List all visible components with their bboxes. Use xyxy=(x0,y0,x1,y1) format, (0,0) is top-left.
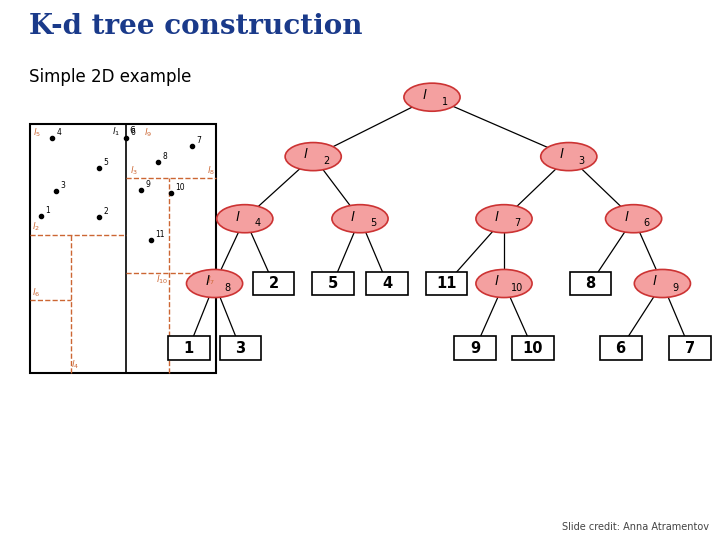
Ellipse shape xyxy=(476,269,532,298)
Text: 7: 7 xyxy=(197,136,202,145)
Text: 8: 8 xyxy=(225,283,230,293)
Text: 5: 5 xyxy=(104,158,109,167)
Ellipse shape xyxy=(285,143,341,171)
Text: $\it{l}$: $\it{l}$ xyxy=(494,274,500,288)
Text: 6: 6 xyxy=(644,218,649,228)
Text: K-d tree construction: K-d tree construction xyxy=(29,14,362,40)
Text: $l_2$: $l_2$ xyxy=(32,221,40,233)
Text: 3: 3 xyxy=(579,156,585,166)
Text: $l_{10}$: $l_{10}$ xyxy=(156,274,168,286)
Text: $\it{l}$: $\it{l}$ xyxy=(559,147,564,161)
Text: 5: 5 xyxy=(328,276,338,291)
Ellipse shape xyxy=(606,205,662,233)
Text: 10: 10 xyxy=(510,283,523,293)
Text: $l_9$: $l_9$ xyxy=(144,126,152,139)
Text: 9: 9 xyxy=(672,283,678,293)
FancyBboxPatch shape xyxy=(168,336,210,360)
Ellipse shape xyxy=(541,143,597,171)
Text: 6: 6 xyxy=(130,127,135,137)
Text: $\it{l}$: $\it{l}$ xyxy=(494,210,500,224)
FancyBboxPatch shape xyxy=(426,272,467,295)
Text: 9: 9 xyxy=(145,180,150,189)
Text: 4: 4 xyxy=(382,276,392,291)
FancyBboxPatch shape xyxy=(366,272,408,295)
FancyBboxPatch shape xyxy=(512,336,554,360)
Text: $\it{l}$: $\it{l}$ xyxy=(422,88,428,102)
Text: 11: 11 xyxy=(436,276,456,291)
FancyBboxPatch shape xyxy=(312,272,354,295)
Ellipse shape xyxy=(634,269,690,298)
Text: $\it{l}$: $\it{l}$ xyxy=(235,210,240,224)
Text: Simple 2D example: Simple 2D example xyxy=(29,68,192,85)
Text: 8: 8 xyxy=(163,152,168,161)
FancyBboxPatch shape xyxy=(570,272,611,295)
Text: 4: 4 xyxy=(56,127,61,137)
Text: 2: 2 xyxy=(104,207,109,216)
Text: $\it{l}$: $\it{l}$ xyxy=(204,274,210,288)
Text: 11: 11 xyxy=(156,230,165,239)
Text: $\it{l}$: $\it{l}$ xyxy=(350,210,356,224)
FancyBboxPatch shape xyxy=(253,272,294,295)
Text: 1: 1 xyxy=(442,97,448,106)
Ellipse shape xyxy=(186,269,243,298)
Text: $l_4$: $l_4$ xyxy=(71,359,79,371)
Text: 5: 5 xyxy=(370,218,376,228)
Text: $l_7$: $l_7$ xyxy=(207,274,215,287)
Ellipse shape xyxy=(476,205,532,233)
Text: 6: 6 xyxy=(616,341,626,356)
Text: 6: 6 xyxy=(129,126,135,136)
FancyBboxPatch shape xyxy=(454,336,496,360)
Ellipse shape xyxy=(332,205,388,233)
Ellipse shape xyxy=(404,83,460,111)
Text: 9: 9 xyxy=(470,341,480,356)
Text: 3: 3 xyxy=(235,341,246,356)
Text: $l_5$: $l_5$ xyxy=(33,126,41,139)
Text: 4: 4 xyxy=(255,218,261,228)
Text: 7: 7 xyxy=(514,218,520,228)
Text: $\it{l}$: $\it{l}$ xyxy=(652,274,658,288)
Text: $\it{l}$: $\it{l}$ xyxy=(624,210,629,224)
FancyBboxPatch shape xyxy=(669,336,711,360)
Text: 3: 3 xyxy=(60,180,66,190)
FancyBboxPatch shape xyxy=(220,336,261,360)
Text: 1: 1 xyxy=(45,206,50,215)
Text: 2: 2 xyxy=(323,156,329,166)
Text: $l_1$: $l_1$ xyxy=(112,125,120,138)
Text: Slide credit: Anna Atramentov: Slide credit: Anna Atramentov xyxy=(562,522,709,532)
Text: 10: 10 xyxy=(523,341,543,356)
Text: 10: 10 xyxy=(176,183,185,192)
Text: 2: 2 xyxy=(269,276,279,291)
Text: $l_6$: $l_6$ xyxy=(32,286,40,299)
Text: $l_3$: $l_3$ xyxy=(130,164,138,177)
Text: $l_8$: $l_8$ xyxy=(207,165,215,177)
FancyBboxPatch shape xyxy=(600,336,642,360)
Ellipse shape xyxy=(217,205,273,233)
Text: 7: 7 xyxy=(685,341,695,356)
Bar xyxy=(30,124,216,373)
Text: 8: 8 xyxy=(585,276,595,291)
Text: 1: 1 xyxy=(184,341,194,356)
Text: $\it{l}$: $\it{l}$ xyxy=(303,147,309,161)
